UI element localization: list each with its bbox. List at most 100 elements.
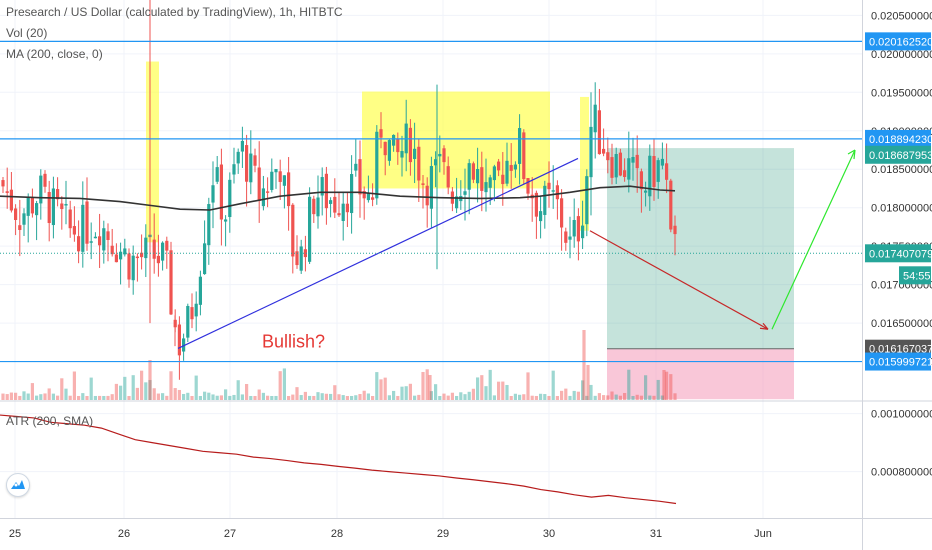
volume-bar <box>333 385 337 400</box>
candle-body <box>215 167 219 182</box>
symbol-title[interactable]: Presearch / US Dollar (calculated by Tra… <box>6 5 343 19</box>
volume-bar <box>240 394 244 400</box>
candle-body <box>324 173 328 209</box>
volume-bar <box>434 384 438 400</box>
volume-bar <box>471 388 475 400</box>
volume-bar <box>442 393 446 400</box>
candle-body <box>497 161 501 171</box>
candle-body <box>656 160 660 182</box>
volume-bar <box>207 392 211 400</box>
candle-body <box>429 166 433 209</box>
candle-body <box>51 188 55 226</box>
volume-bar <box>35 395 39 400</box>
candle-body <box>614 154 618 178</box>
candle-body <box>358 159 362 195</box>
volume-bar <box>656 379 660 400</box>
candle-body <box>551 190 555 192</box>
candle-body <box>513 164 517 170</box>
candle-body <box>660 158 664 166</box>
candle-body <box>89 241 93 243</box>
tradingview-logo-icon[interactable] <box>6 473 30 497</box>
candle-body <box>85 201 89 244</box>
volume-bar <box>56 395 60 400</box>
candle-body <box>140 252 144 258</box>
candle-body <box>560 198 564 228</box>
candle-body <box>35 203 39 216</box>
atr-indicator-label[interactable]: ATR (200, SMA) <box>6 414 94 428</box>
volume-bar <box>224 389 228 400</box>
candle-body <box>341 203 345 222</box>
candle-body <box>123 248 127 255</box>
candle-body <box>602 148 606 154</box>
candle-body <box>5 191 9 193</box>
candle-body <box>203 243 207 275</box>
candle-body <box>257 167 261 201</box>
candle-body <box>60 203 64 210</box>
volume-bar <box>459 392 463 400</box>
candle-body <box>635 154 639 169</box>
projection-arrow-up <box>771 149 856 330</box>
volume-bar <box>249 395 253 400</box>
candle-body <box>345 203 349 213</box>
candle-body <box>131 255 135 281</box>
x-tick-label: 28 <box>331 528 343 540</box>
volume-bar <box>85 395 89 400</box>
candle-body <box>106 231 110 240</box>
candle-body <box>207 204 211 246</box>
volume-bar <box>610 391 614 400</box>
candle-body <box>597 110 601 155</box>
volume-bar <box>518 394 522 400</box>
candle-body <box>312 198 316 215</box>
volume-bar <box>312 395 316 400</box>
volume-bar <box>215 395 219 400</box>
candle-body <box>652 156 656 187</box>
candle-body <box>295 251 299 266</box>
candle-body <box>278 171 282 182</box>
candle-body <box>648 155 652 197</box>
candle-body <box>366 192 370 201</box>
candle-body <box>228 179 232 218</box>
volume-indicator-label[interactable]: Vol (20) <box>6 26 48 40</box>
candle-body <box>144 237 148 259</box>
candle-body <box>14 208 18 220</box>
candle-body <box>64 204 68 206</box>
volume-bar <box>492 395 496 400</box>
volume-bar <box>203 391 207 400</box>
candle-body <box>224 219 228 222</box>
volume-bar <box>581 380 585 400</box>
ma-indicator-label[interactable]: MA (200, close, 0) <box>6 47 103 61</box>
candle-body <box>291 204 295 257</box>
candle-body <box>434 159 438 166</box>
volume-bar <box>219 395 223 400</box>
volume-bar <box>673 393 677 400</box>
candle-body <box>194 303 198 317</box>
candle-body <box>383 141 387 156</box>
volume-bar <box>534 395 538 400</box>
volume-bar <box>568 395 572 400</box>
volume-bar <box>576 391 580 400</box>
volume-bar <box>539 393 543 400</box>
volume-bar <box>543 394 547 400</box>
candle-body <box>232 164 236 175</box>
candle-body <box>375 131 379 199</box>
candle-body <box>266 191 270 193</box>
candle-body <box>526 178 530 194</box>
candle-body <box>43 173 47 187</box>
x-tick-label: 30 <box>543 528 555 540</box>
price-tick-label: 0.0205000000 <box>871 10 932 22</box>
volume-bar <box>30 383 34 400</box>
volume-bar <box>522 394 526 400</box>
price-tag-label: 0.0159997211 <box>869 357 932 369</box>
volume-bar <box>505 384 509 400</box>
price-tick-label: 0.0165000000 <box>871 318 932 330</box>
volume-bar <box>484 386 488 400</box>
volume-bar <box>232 394 236 400</box>
volume-bar <box>26 393 30 400</box>
volume-bar <box>282 368 286 400</box>
candle-body <box>219 164 223 220</box>
x-tick-label: 25 <box>9 528 21 540</box>
volume-bar <box>438 395 442 400</box>
candle-body <box>177 324 181 356</box>
volume-bar <box>236 380 240 400</box>
